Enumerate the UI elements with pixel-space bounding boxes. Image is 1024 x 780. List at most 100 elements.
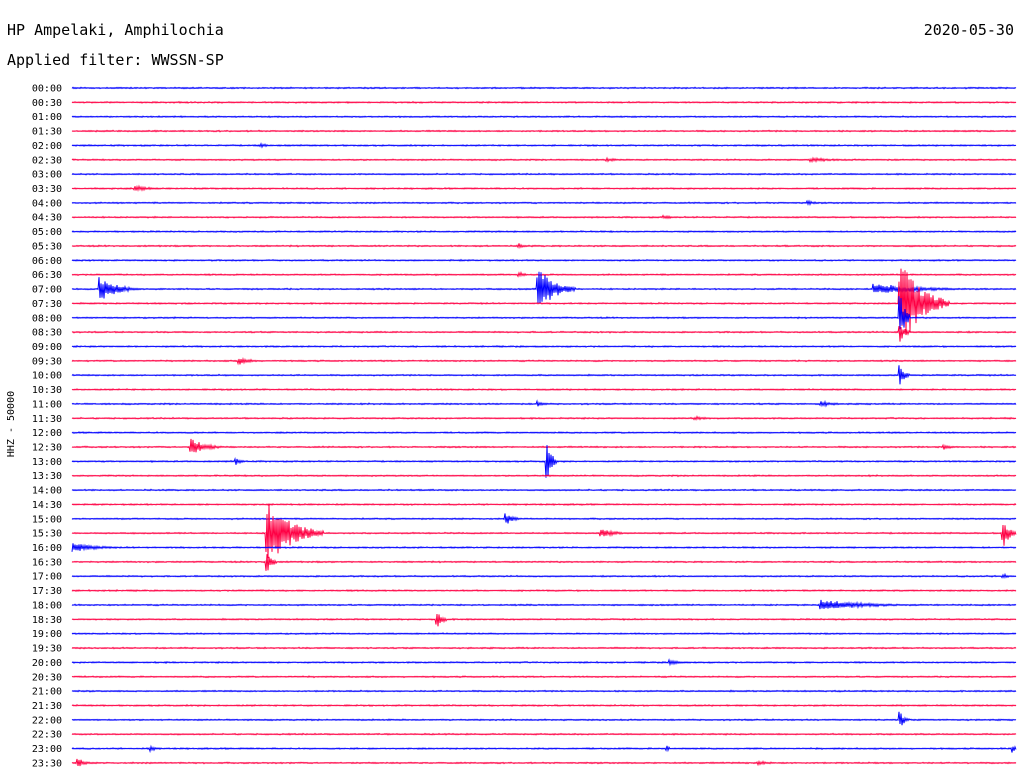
time-tick-label: 19:30 bbox=[32, 644, 62, 655]
trace-row bbox=[71, 214, 1017, 220]
trace-row bbox=[71, 243, 1017, 250]
time-tick-label: 07:00 bbox=[32, 285, 62, 296]
trace-row bbox=[71, 632, 1017, 636]
trace-row bbox=[71, 474, 1017, 478]
time-tick-label: 08:00 bbox=[32, 313, 62, 324]
time-tick-label: 04:00 bbox=[32, 198, 62, 209]
trace-row bbox=[71, 513, 1017, 524]
time-tick-label: 13:30 bbox=[32, 471, 62, 482]
time-tick-label: 18:30 bbox=[32, 615, 62, 626]
trace-row bbox=[71, 658, 1017, 667]
trace-row bbox=[71, 344, 1017, 349]
trace-row bbox=[71, 415, 1017, 421]
trace-row bbox=[71, 744, 1017, 754]
trace-row bbox=[71, 172, 1017, 176]
time-tick-label: 01:30 bbox=[32, 127, 62, 138]
trace-row bbox=[71, 258, 1017, 262]
time-tick-label: 12:30 bbox=[32, 443, 62, 454]
time-tick-label: 05:30 bbox=[32, 241, 62, 252]
trace-row bbox=[71, 703, 1017, 708]
time-tick-label: 15:30 bbox=[32, 529, 62, 540]
trace-row bbox=[71, 554, 1017, 571]
time-tick-label: 01:00 bbox=[32, 112, 62, 123]
trace-row bbox=[71, 572, 1017, 580]
trace-row bbox=[71, 326, 1017, 342]
time-tick-label: 19:00 bbox=[32, 629, 62, 640]
trace-row bbox=[71, 199, 1017, 207]
trace-row bbox=[71, 504, 1017, 559]
time-tick-label: 20:00 bbox=[32, 658, 62, 669]
trace-row bbox=[71, 689, 1017, 693]
filter-label: Applied filter: WWSSN-SP bbox=[7, 51, 224, 69]
trace-row bbox=[71, 438, 1017, 453]
trace-row bbox=[71, 230, 1017, 234]
trace-row bbox=[71, 268, 1017, 334]
trace-row bbox=[71, 646, 1017, 650]
time-tick-label: 10:30 bbox=[32, 385, 62, 396]
time-tick-label: 23:00 bbox=[32, 744, 62, 755]
time-tick-labels: 00:00 00:30 01:00 01:30 02:00 02:30 03:00 03:30… bbox=[32, 84, 62, 770]
trace-row bbox=[71, 445, 1017, 478]
date-label: 2020-05-30 bbox=[923, 21, 1014, 39]
trace-row bbox=[71, 156, 1017, 164]
time-tick-label: 06:00 bbox=[32, 256, 62, 267]
trace-row bbox=[71, 732, 1017, 736]
trace-row bbox=[71, 365, 1017, 385]
time-tick-label: 09:00 bbox=[32, 342, 62, 353]
time-tick-label: 22:30 bbox=[32, 730, 62, 741]
trace-row bbox=[71, 357, 1017, 366]
trace-row bbox=[71, 115, 1017, 119]
time-tick-label: 03:00 bbox=[32, 170, 62, 181]
time-tick-label: 00:30 bbox=[32, 98, 62, 109]
time-tick-label: 11:00 bbox=[32, 399, 62, 410]
y-axis-label: HHZ - 50000 bbox=[6, 391, 17, 457]
time-tick-label: 14:00 bbox=[32, 486, 62, 497]
trace-row bbox=[71, 675, 1017, 679]
time-tick-label: 07:30 bbox=[32, 299, 62, 310]
time-tick-label: 21:30 bbox=[32, 701, 62, 712]
trace-row bbox=[71, 184, 1017, 192]
trace-row bbox=[71, 502, 1017, 507]
trace-row bbox=[71, 588, 1017, 593]
time-tick-label: 09:30 bbox=[32, 356, 62, 367]
trace-row bbox=[71, 86, 1017, 90]
trace-row bbox=[71, 270, 1017, 278]
time-tick-label: 20:30 bbox=[32, 672, 62, 683]
time-tick-label: 00:00 bbox=[32, 84, 62, 95]
time-tick-label: 15:00 bbox=[32, 514, 62, 525]
time-tick-label: 11:30 bbox=[32, 414, 62, 425]
time-tick-label: 22:00 bbox=[32, 715, 62, 726]
trace-row bbox=[71, 142, 1017, 149]
time-tick-label: 06:30 bbox=[32, 270, 62, 281]
time-tick-label: 17:30 bbox=[32, 586, 62, 597]
time-tick-label: 14:30 bbox=[32, 500, 62, 511]
time-tick-label: 05:00 bbox=[32, 227, 62, 238]
trace-row bbox=[71, 758, 1017, 767]
trace-row bbox=[71, 387, 1017, 392]
time-tick-label: 17:00 bbox=[32, 572, 62, 583]
trace-row bbox=[71, 711, 1017, 726]
trace-row bbox=[71, 271, 1017, 304]
trace-row bbox=[71, 399, 1017, 408]
time-tick-label: 02:30 bbox=[32, 155, 62, 166]
trace-row bbox=[71, 431, 1017, 435]
time-tick-label: 10:00 bbox=[32, 371, 62, 382]
trace-row bbox=[71, 129, 1017, 133]
time-tick-label: 02:00 bbox=[32, 141, 62, 152]
trace-row bbox=[71, 100, 1017, 104]
time-tick-label: 08:30 bbox=[32, 328, 62, 339]
time-tick-label: 18:00 bbox=[32, 600, 62, 611]
time-tick-label: 16:30 bbox=[32, 557, 62, 568]
time-tick-label: 23:30 bbox=[32, 758, 62, 769]
time-tick-label: 16:00 bbox=[32, 543, 62, 554]
time-tick-label: 21:00 bbox=[32, 687, 62, 698]
trace-layer bbox=[71, 86, 1017, 767]
station-title: HP Ampelaki, Amphilochia bbox=[7, 21, 224, 39]
time-tick-label: 13:00 bbox=[32, 457, 62, 468]
trace-row bbox=[71, 614, 1017, 627]
trace-row bbox=[71, 488, 1017, 492]
time-tick-label: 12:00 bbox=[32, 428, 62, 439]
trace-row bbox=[71, 296, 1017, 330]
trace-row bbox=[71, 543, 1017, 552]
